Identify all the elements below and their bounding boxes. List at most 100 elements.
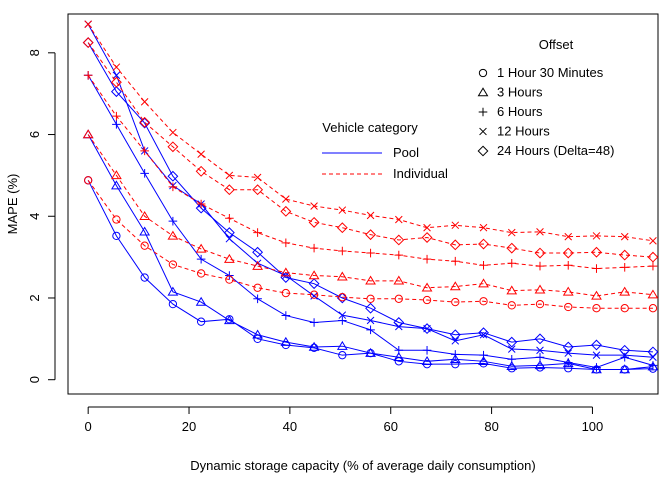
- y-tick-label: 0: [27, 376, 42, 383]
- data-point: [309, 343, 319, 352]
- data-point: [647, 361, 659, 371]
- data-point: [564, 349, 573, 357]
- data-point: [449, 353, 461, 363]
- data-point: [422, 254, 432, 264]
- data-point: [647, 251, 659, 263]
- category-legend-label: Individual: [393, 166, 448, 181]
- data-point: [648, 361, 658, 370]
- data-point: [564, 302, 573, 312]
- data-point: [280, 267, 292, 277]
- data-point: [394, 345, 404, 355]
- data-point: [225, 275, 234, 284]
- data-point: [310, 292, 318, 300]
- data-point: [110, 86, 122, 98]
- data-point: [507, 354, 517, 364]
- data-point: [422, 295, 432, 305]
- data-point: [338, 246, 347, 256]
- data-point: [421, 232, 433, 243]
- offset-legend-label: 6 Hours: [497, 104, 543, 119]
- data-point: [534, 247, 546, 259]
- data-point: [110, 76, 122, 88]
- offset-legend-marker: [478, 107, 488, 117]
- data-point: [366, 316, 375, 325]
- series-pool-circle: [84, 176, 658, 374]
- data-point: [393, 351, 405, 361]
- data-point: [534, 360, 546, 370]
- data-point: [591, 290, 602, 300]
- data-point: [562, 247, 574, 259]
- data-point: [169, 128, 177, 137]
- data-point: [195, 202, 207, 214]
- data-point: [168, 299, 178, 309]
- data-point: [421, 282, 433, 292]
- series-line: [87, 134, 654, 370]
- data-point: [366, 211, 375, 220]
- data-point: [336, 271, 348, 281]
- data-point: [308, 270, 320, 280]
- data-point: [451, 360, 460, 369]
- data-point: [139, 117, 151, 129]
- data-point: [422, 345, 432, 355]
- data-point: [451, 221, 460, 230]
- data-point: [253, 294, 262, 304]
- data-point: [421, 323, 433, 335]
- data-point: [535, 299, 545, 309]
- data-point: [534, 333, 546, 345]
- data-point: [534, 284, 546, 294]
- data-point: [535, 261, 545, 271]
- data-point: [507, 301, 516, 310]
- data-point: [223, 227, 235, 239]
- data-point: [592, 232, 601, 240]
- data-point: [82, 129, 94, 139]
- offset-legend-marker: [477, 87, 489, 97]
- series-individual-triangle: [82, 129, 659, 300]
- y-tick-label: 4: [27, 213, 42, 220]
- data-point: [336, 222, 348, 234]
- data-point: [592, 264, 601, 273]
- data-point: [309, 290, 319, 299]
- data-point: [449, 281, 461, 291]
- data-point: [309, 318, 319, 327]
- offset-legend-marker: [477, 145, 489, 157]
- series-individual-plus: [83, 70, 658, 273]
- data-point: [478, 356, 489, 366]
- data-point: [562, 286, 574, 296]
- data-point: [562, 341, 574, 353]
- data-point: [479, 297, 488, 306]
- x-tick-label: 40: [283, 419, 297, 434]
- data-point: [393, 317, 405, 328]
- x-tick-label: 80: [484, 419, 498, 434]
- data-point: [648, 261, 658, 271]
- data-point: [223, 315, 235, 325]
- data-point: [84, 20, 92, 29]
- data-point: [449, 329, 461, 341]
- offset-legend-label: 12 Hours: [497, 124, 550, 139]
- data-point: [536, 346, 544, 355]
- data-point: [479, 350, 488, 360]
- data-point: [112, 71, 121, 80]
- data-point: [535, 352, 545, 362]
- data-point: [423, 223, 431, 232]
- data-point: [195, 296, 207, 306]
- data-point: [366, 325, 375, 335]
- data-point: [139, 226, 151, 236]
- data-point: [196, 317, 206, 326]
- data-point: [140, 241, 149, 250]
- data-point: [451, 337, 460, 345]
- y-tick-label: 2: [27, 294, 42, 301]
- category-legend-title: Vehicle category: [322, 120, 418, 135]
- data-point: [225, 234, 234, 243]
- data-point: [591, 246, 602, 258]
- data-point: [478, 238, 489, 250]
- data-point: [619, 364, 631, 374]
- data-point: [111, 170, 122, 180]
- data-point: [507, 228, 516, 237]
- data-point: [310, 202, 318, 210]
- data-point: [168, 260, 178, 269]
- data-point: [365, 347, 376, 357]
- data-point: [280, 205, 292, 217]
- data-point: [140, 273, 149, 282]
- data-point: [308, 216, 320, 228]
- data-point: [648, 304, 658, 313]
